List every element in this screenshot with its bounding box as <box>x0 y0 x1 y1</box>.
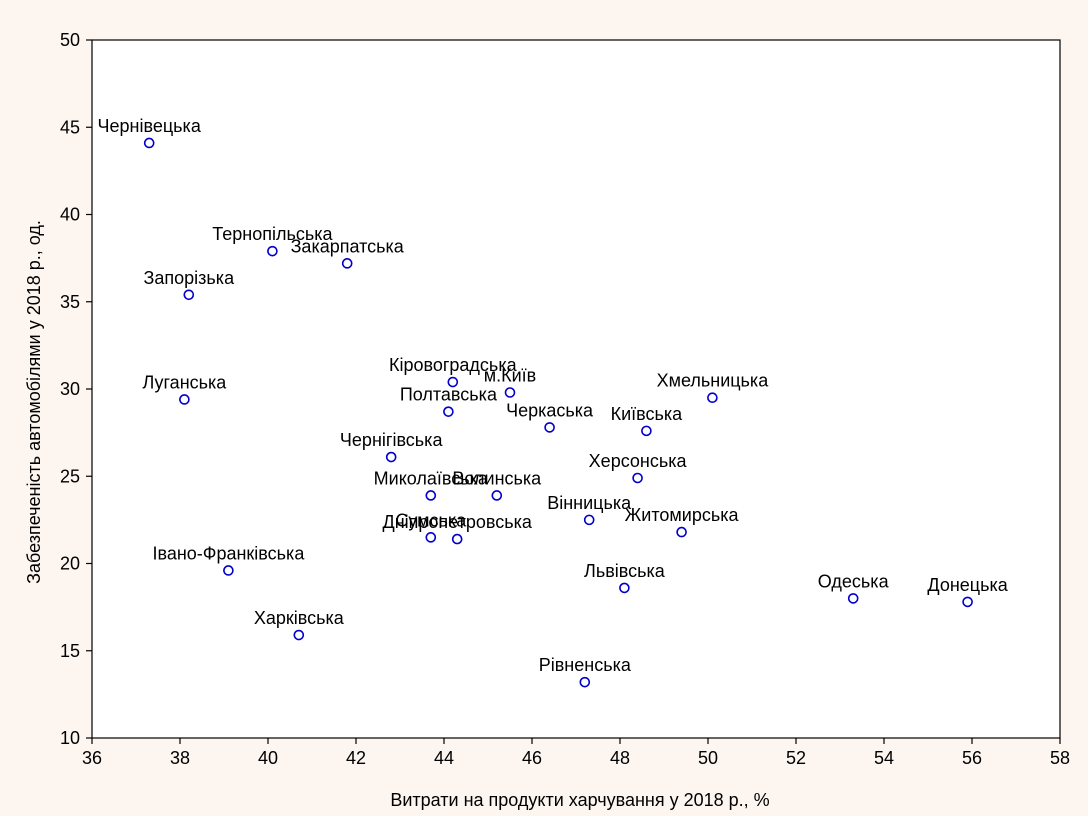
data-point <box>447 376 459 388</box>
y-tick-label: 15 <box>60 641 80 661</box>
x-tick-label: 46 <box>522 748 542 768</box>
point-label: Львівська <box>584 561 666 581</box>
x-tick-label: 56 <box>962 748 982 768</box>
y-axis-ticks: 10 15 20 25 30 35 40 45 50 <box>60 30 92 748</box>
point-label: Кіровоградська <box>389 355 518 375</box>
y-tick-label: 20 <box>60 554 80 574</box>
data-point <box>143 137 155 149</box>
data-point <box>847 593 859 604</box>
point-label: м.Київ <box>484 365 536 385</box>
data-point <box>676 526 687 538</box>
x-axis-label: Витрати на продукти харчування у 2018 р.… <box>390 790 769 810</box>
data-points <box>143 137 973 688</box>
data-point <box>579 676 591 688</box>
data-point <box>962 596 973 608</box>
point-label: Запорізька <box>144 268 236 288</box>
point-label: Житомирська <box>625 505 740 525</box>
point-label: Чернігівська <box>340 430 444 450</box>
data-point <box>425 490 437 501</box>
point-label: Закарпатська <box>291 236 405 256</box>
data-point <box>267 245 278 257</box>
y-tick-label: 40 <box>60 205 80 225</box>
point-label: Івано-Франківська <box>152 543 305 563</box>
point-label: Харківська <box>254 608 345 628</box>
point-label: Луганська <box>143 372 228 392</box>
x-tick-label: 54 <box>874 748 894 768</box>
point-label: Вінницька <box>547 493 632 513</box>
data-point <box>451 533 463 545</box>
x-tick-label: 48 <box>610 748 630 768</box>
point-label: Сумська <box>395 510 467 530</box>
y-tick-label: 35 <box>60 292 80 312</box>
x-tick-label: 38 <box>170 748 190 768</box>
plot-area <box>91 39 1061 739</box>
point-label: Миколаївська <box>374 468 489 488</box>
data-point <box>443 406 454 417</box>
point-label: Тернопільська <box>212 224 333 244</box>
data-point <box>504 387 516 398</box>
point-label: Хмельницька <box>657 371 770 391</box>
data-point <box>632 472 643 484</box>
y-axis-label: Забезпеченість автомобілями у 2018 р., о… <box>24 220 44 584</box>
x-tick-label: 40 <box>258 748 278 768</box>
x-tick-label: 36 <box>82 748 102 768</box>
x-tick-label: 58 <box>1050 748 1070 768</box>
point-label: Волинська <box>452 468 542 488</box>
point-label: Дніпропетровська <box>383 512 533 532</box>
x-tick-label: 50 <box>698 748 718 768</box>
data-point <box>641 425 652 437</box>
data-point <box>544 422 555 433</box>
data-point <box>293 629 305 641</box>
point-label: Київська <box>611 404 684 424</box>
point-label: Херсонська <box>589 451 688 471</box>
y-tick-label: 10 <box>60 728 80 748</box>
point-label: Черкаська <box>506 400 594 420</box>
point-label: Донецька <box>927 575 1008 595</box>
point-label: Рівненська <box>539 655 632 675</box>
y-tick-label: 30 <box>60 379 80 399</box>
data-point <box>179 394 190 405</box>
data-point <box>707 392 718 404</box>
data-point <box>183 289 195 301</box>
data-point <box>425 532 437 543</box>
x-tick-label: 44 <box>434 748 454 768</box>
point-label: Одеська <box>818 571 890 591</box>
y-tick-label: 25 <box>60 466 80 486</box>
data-point <box>385 451 397 463</box>
data-point <box>223 565 234 576</box>
data-point <box>619 582 630 594</box>
data-point <box>341 258 353 269</box>
y-tick-label: 50 <box>60 30 80 50</box>
x-axis-ticks: 36 38 40 42 44 46 48 50 52 54 56 58 <box>82 738 1070 768</box>
y-tick-label: 45 <box>60 117 80 137</box>
point-label: Полтавська <box>400 385 498 405</box>
x-tick-label: 42 <box>346 748 366 768</box>
data-point <box>583 514 595 526</box>
x-tick-label: 52 <box>786 748 806 768</box>
point-label: Чернівецька <box>98 116 202 136</box>
data-point <box>491 490 503 501</box>
